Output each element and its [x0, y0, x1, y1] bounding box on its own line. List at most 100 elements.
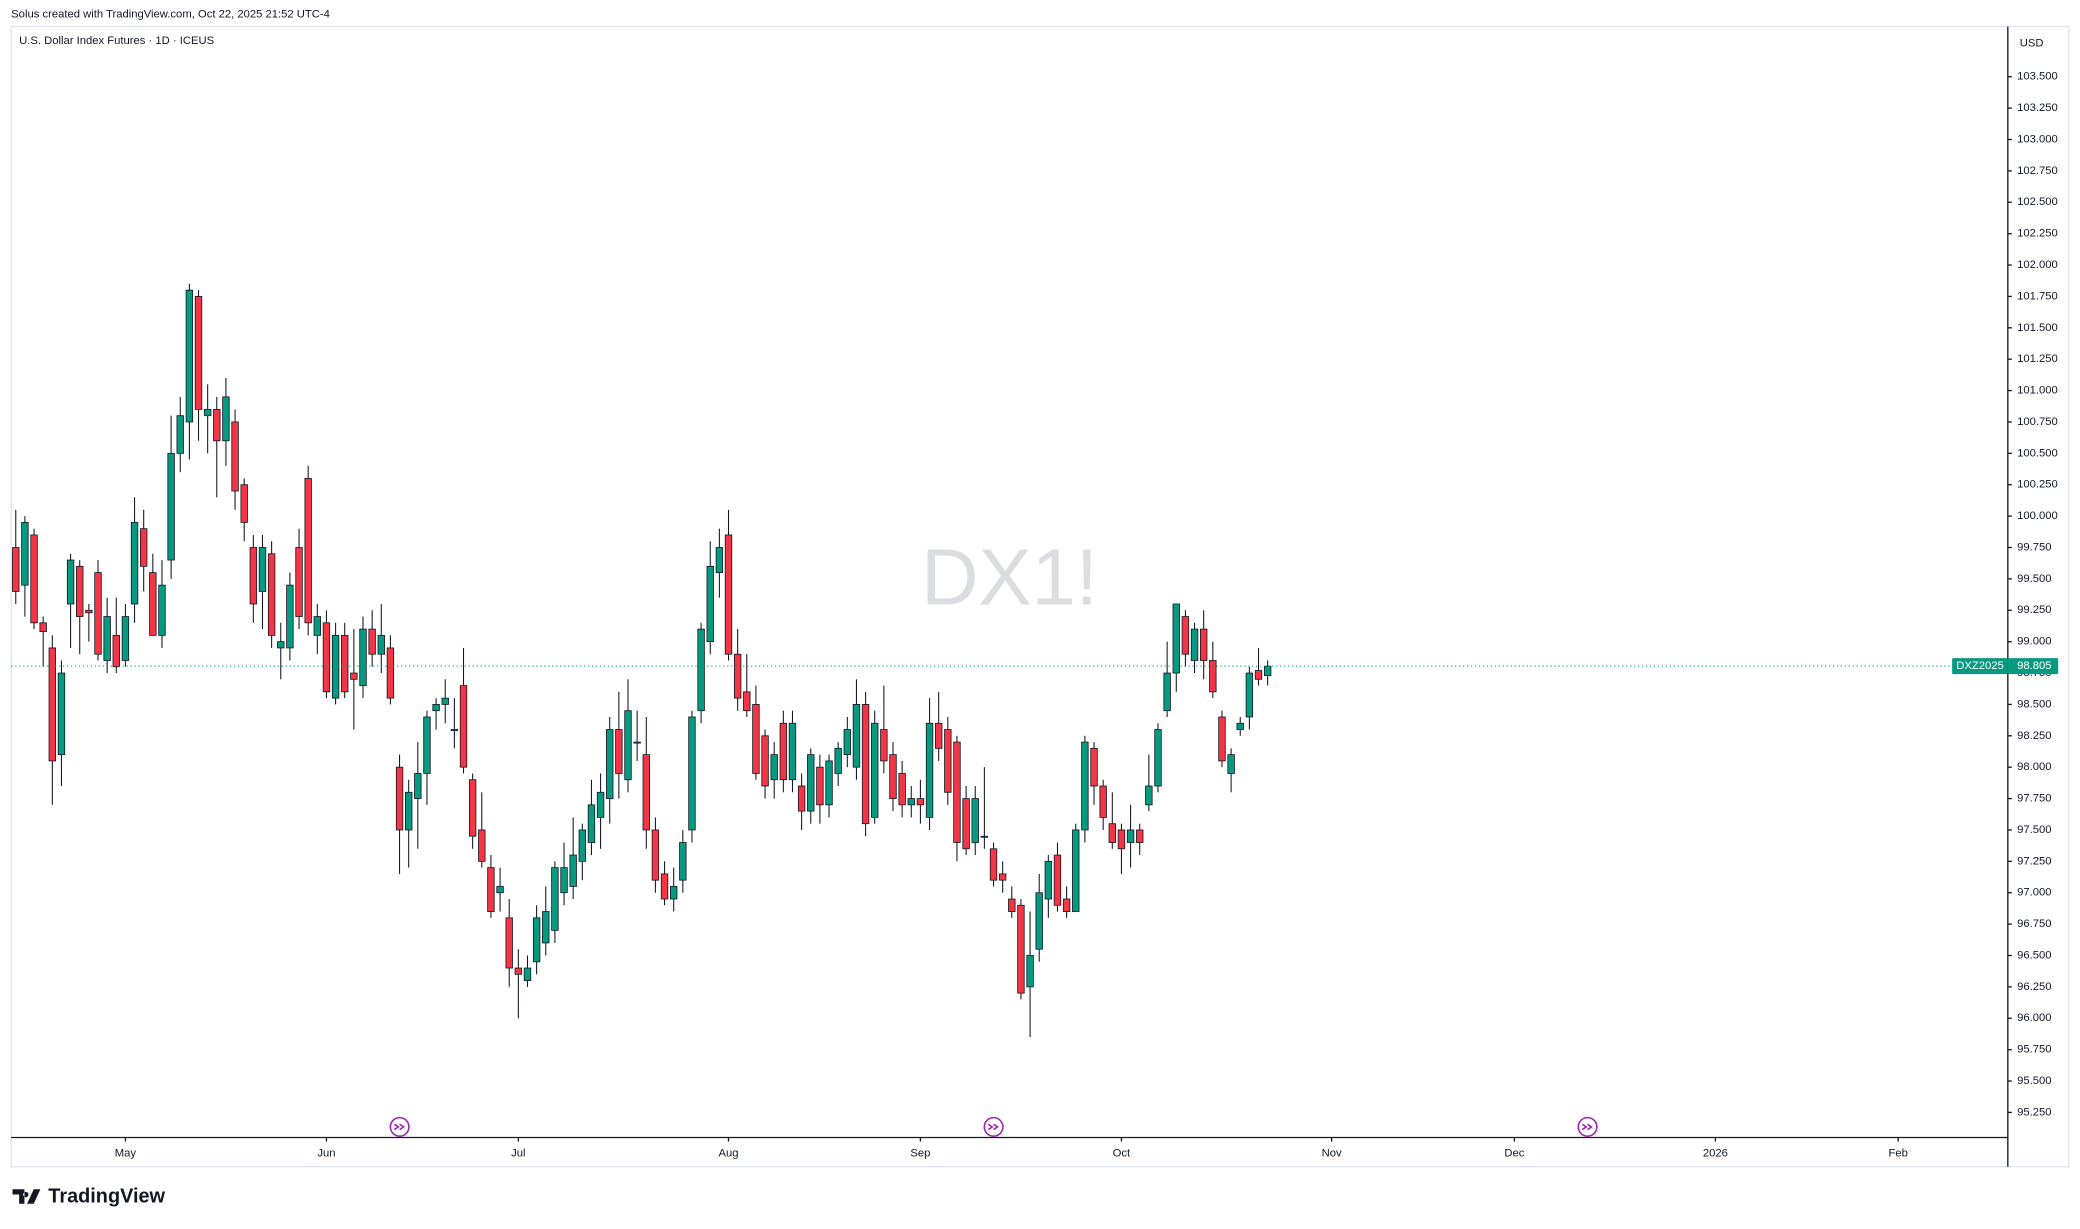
candle-body: [140, 528, 148, 567]
candle-body: [487, 867, 495, 912]
candle-body: [542, 911, 550, 944]
event-icon: [983, 1116, 1004, 1137]
y-tick-label: 102.000: [2017, 259, 2058, 271]
candle-body: [405, 791, 413, 831]
x-tick-label: Jun: [317, 1147, 335, 1159]
candle-body: [267, 553, 276, 636]
candle-body: [331, 634, 340, 699]
candle-body: [1236, 722, 1244, 730]
candle-body: [258, 547, 267, 592]
brand-logo: TradingView: [12, 1185, 166, 1207]
candle-body: [1099, 785, 1107, 818]
brand-name: TradingView: [48, 1185, 165, 1207]
candle-body: [341, 634, 349, 693]
candle-body: [779, 722, 788, 781]
candle-body: [642, 754, 650, 831]
candle-body: [733, 653, 742, 699]
symbol-badge-label: DXZ2025: [1956, 660, 2004, 672]
y-tick-label: 103.500: [2017, 71, 2058, 83]
candle-body: [1044, 860, 1053, 900]
brand-icon: [12, 1189, 41, 1204]
candle-body: [57, 672, 66, 756]
candle-body: [871, 722, 879, 818]
candle-body: [1008, 898, 1016, 912]
candle-body: [569, 854, 577, 887]
candle-body: [980, 835, 989, 838]
candle-body: [1172, 603, 1180, 674]
candle-body: [167, 452, 175, 561]
candle-body: [1218, 716, 1226, 762]
candle-body: [743, 691, 751, 712]
y-tick-label: 101.250: [2017, 353, 2058, 365]
y-tick-label: 98.000: [2017, 761, 2051, 773]
currency: USD: [2020, 38, 2044, 50]
candle-body: [606, 729, 614, 799]
candle-body: [149, 572, 157, 636]
candle-body: [203, 409, 212, 417]
event-icon-arrow: [987, 1123, 1000, 1131]
event-icon: [389, 1116, 410, 1137]
candle-body: [176, 415, 184, 454]
candle-body: [386, 647, 395, 699]
y-tick-label: 101.000: [2017, 385, 2058, 397]
candle-body: [395, 766, 404, 831]
price-badge: [2007, 658, 2059, 675]
symbol-badge: [1952, 658, 2008, 675]
candle-body: [1145, 785, 1153, 806]
candle-body: [1136, 829, 1144, 843]
candle-body: [843, 729, 851, 756]
y-tick-label: 97.750: [2017, 793, 2051, 805]
candle-body: [103, 616, 111, 661]
y-tick-label: 100.000: [2017, 510, 2058, 522]
candle-body: [944, 729, 952, 793]
candle-body: [66, 559, 75, 605]
candle-body: [1117, 829, 1126, 850]
candle-body: [1035, 892, 1043, 950]
candle-body: [1181, 616, 1190, 655]
candle-body: [459, 685, 468, 768]
y-tick-label: 99.250: [2017, 604, 2051, 616]
candle-body: [1154, 729, 1162, 787]
event-icon-arrow: [393, 1123, 406, 1131]
candle-body: [368, 628, 376, 655]
y-tick-label: 96.750: [2017, 918, 2051, 930]
candle-body: [998, 873, 1007, 881]
price-badge-label: 98.805: [2017, 660, 2051, 672]
y-tick-label: 101.750: [2017, 290, 2058, 302]
event-icons: [389, 1116, 1598, 1137]
y-tick-label: 97.250: [2017, 855, 2051, 867]
candle-body: [587, 804, 596, 843]
candle-body: [532, 917, 541, 963]
x-tick-label: Sep: [910, 1147, 930, 1159]
candle-body: [423, 716, 431, 774]
watermark: DX1!: [921, 532, 1098, 621]
candle-body: [158, 584, 166, 636]
candle-body: [130, 521, 139, 605]
candle-body: [697, 628, 705, 712]
x-tick-label: Nov: [1322, 1147, 1342, 1159]
candle-body: [441, 697, 449, 705]
candle-body: [1072, 829, 1080, 912]
y-tick-label: 102.250: [2017, 228, 2058, 240]
candle-body: [788, 722, 797, 781]
y-tick-label: 100.750: [2017, 416, 2058, 428]
candle-body: [121, 616, 130, 661]
y-tick-label: 99.000: [2017, 636, 2051, 648]
candle-body: [852, 704, 861, 768]
candle-body: [797, 785, 806, 812]
y-tick-label: 102.750: [2017, 165, 2058, 177]
y-tick-label: 95.750: [2017, 1044, 2051, 1056]
candle-body: [76, 565, 84, 617]
x-tick-label: Aug: [719, 1147, 739, 1159]
candle-body: [194, 296, 203, 410]
candle-body: [1081, 741, 1089, 831]
candle-body: [213, 409, 221, 442]
candle-body: [185, 289, 194, 423]
y-tick-label: 103.250: [2017, 102, 2058, 114]
candle-body: [222, 396, 230, 442]
candle-body: [304, 478, 312, 624]
candle-body: [359, 628, 367, 686]
candle-body: [505, 917, 513, 969]
